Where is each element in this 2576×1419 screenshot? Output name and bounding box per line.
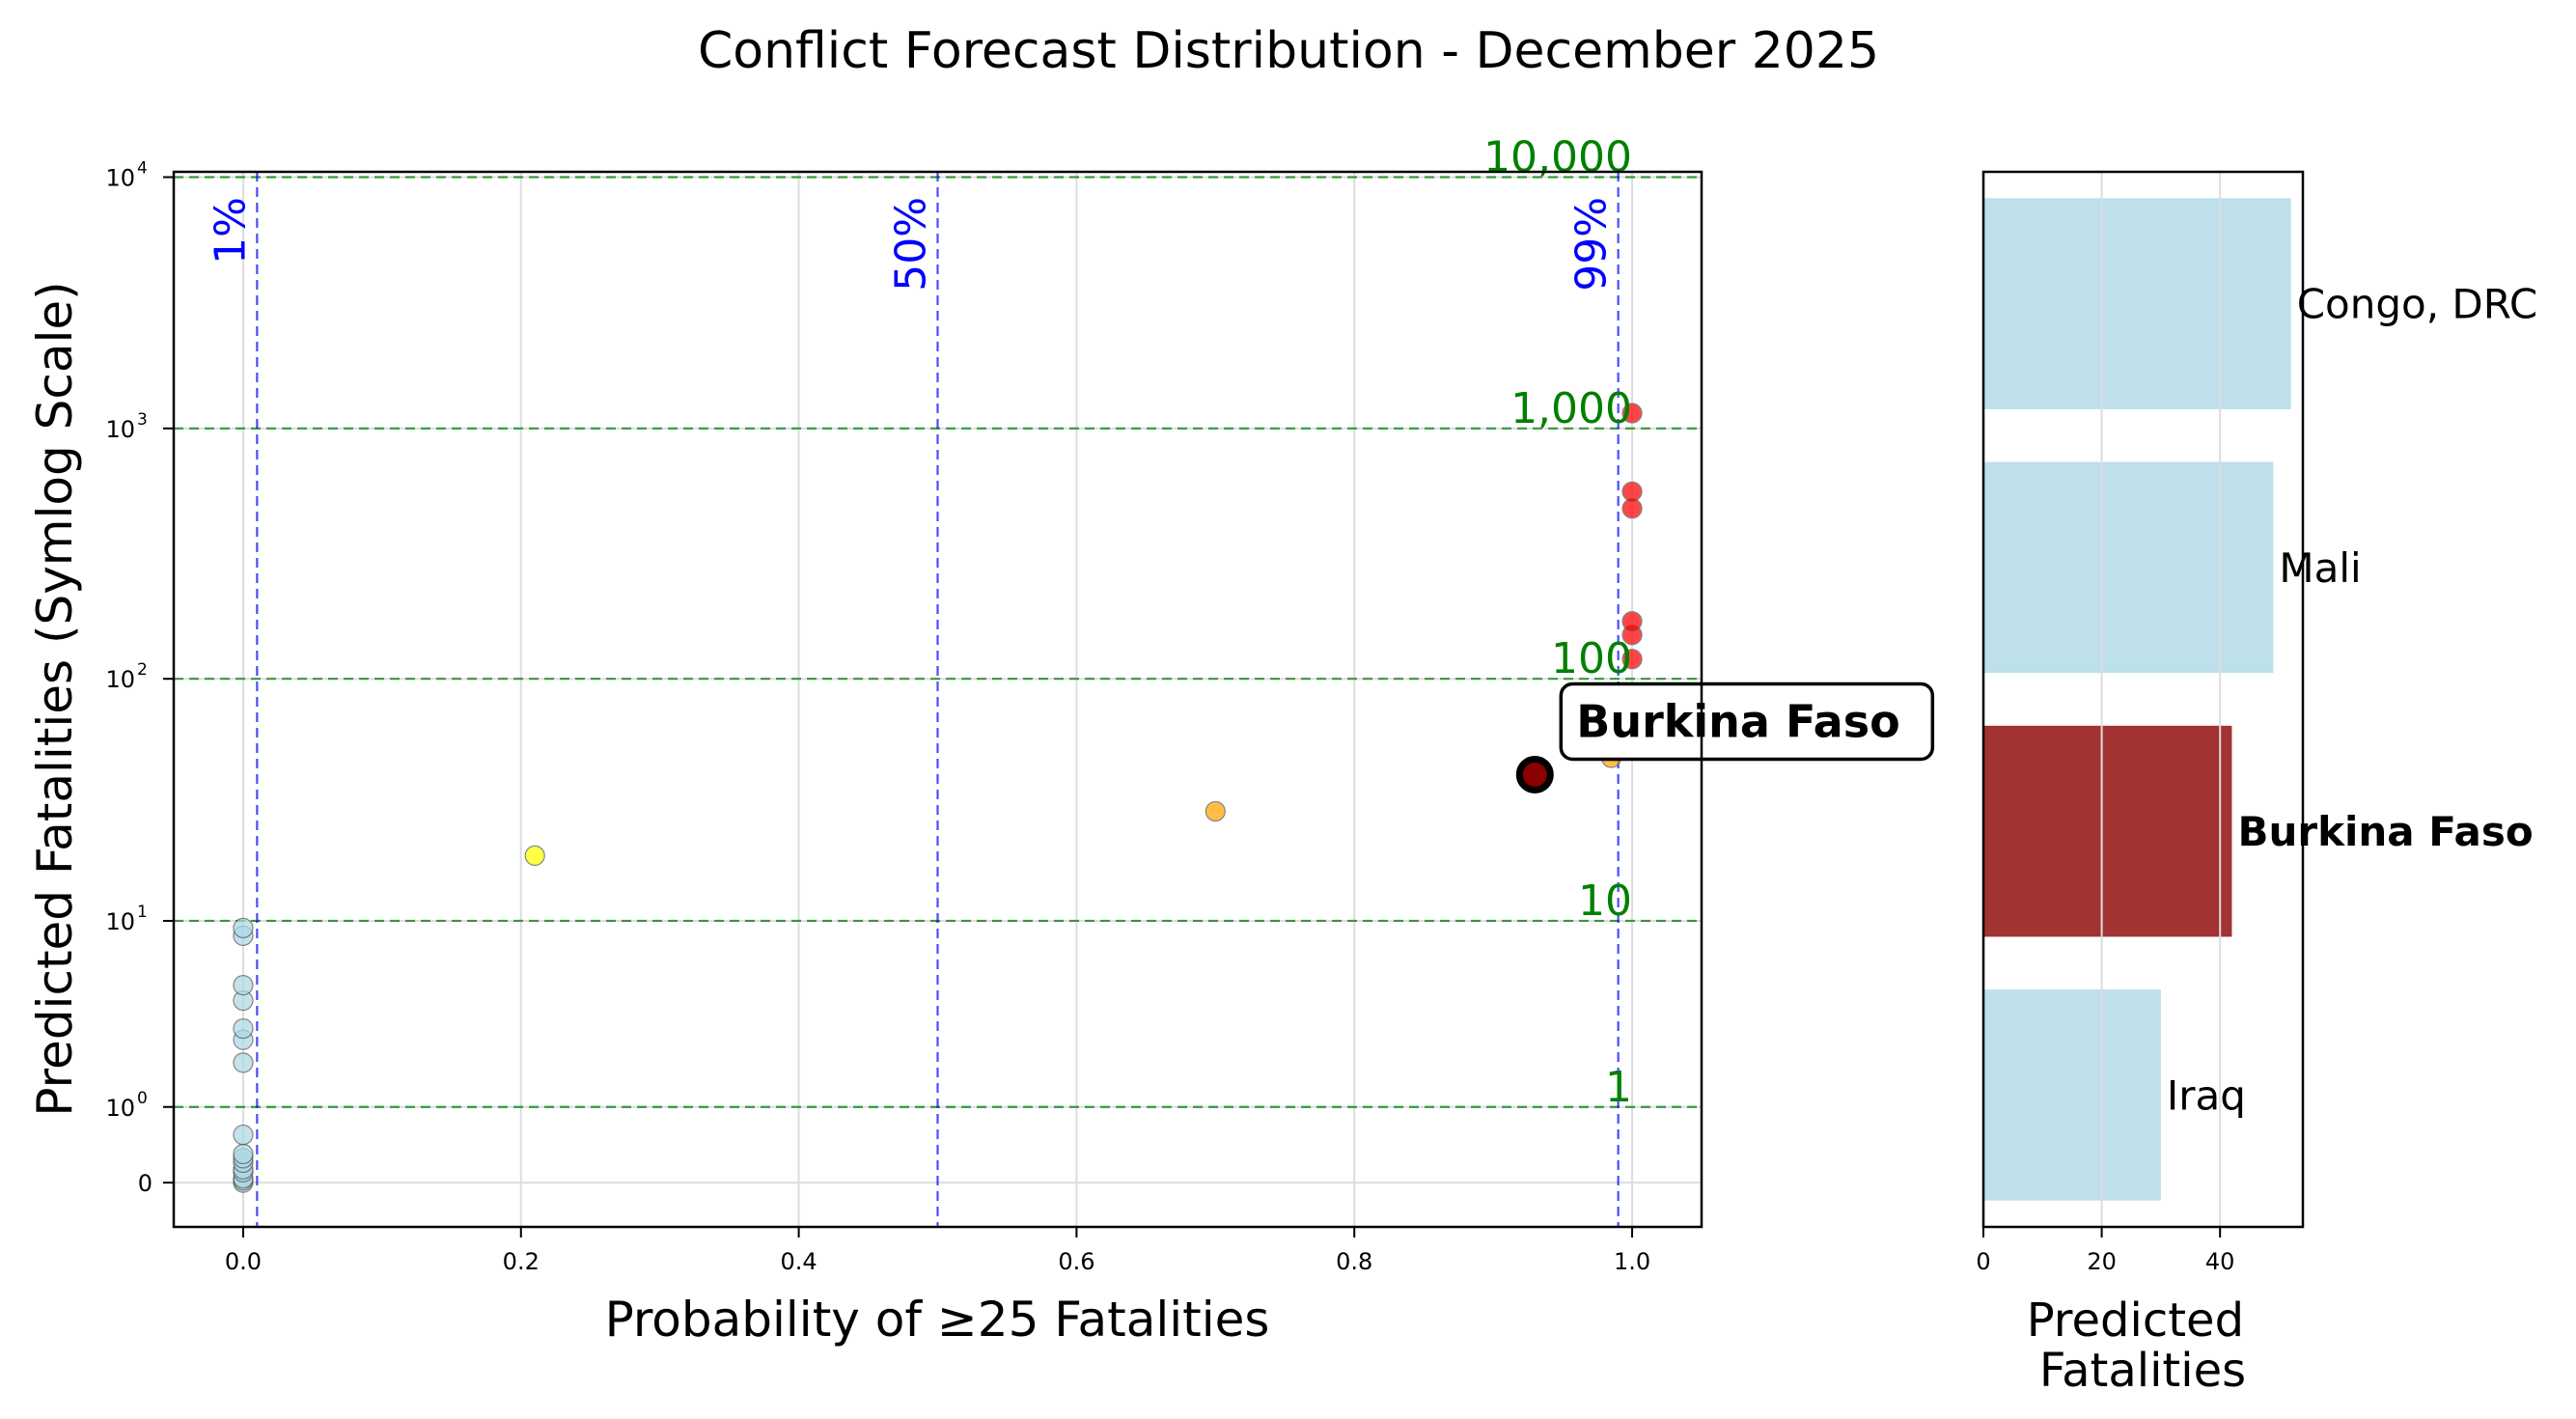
x-tick-label: 0.0	[225, 1248, 262, 1275]
bar-category-label: Iraq	[2167, 1071, 2246, 1119]
data-point-low	[233, 1124, 254, 1146]
fatality-line-label: 100	[1551, 634, 1632, 683]
figure-title: Conflict Forecast Distribution - Decembe…	[698, 22, 1879, 80]
data-point-medium	[524, 845, 545, 866]
data-point-low	[233, 975, 254, 996]
bar	[1983, 725, 2232, 937]
bar-x-tick-label: 20	[2087, 1248, 2117, 1275]
scatter-axes-frame	[172, 170, 1703, 1229]
bar-category-labels: Congo, DRC Mali Burkina Faso Iraq	[2167, 281, 2537, 1120]
y-tick-exponent: 3	[137, 410, 148, 430]
y-tick-exponent: 0	[137, 1089, 148, 1108]
highlight-point	[1515, 755, 1554, 793]
scatter-reference-labels: 1 10 100 1,000 10,000 1% 50% 99%	[206, 133, 1632, 1112]
probability-line-label: 99%	[1567, 197, 1617, 292]
bar-category-label: Burkina Faso	[2237, 808, 2533, 855]
bar-x-ticks: 0 20 40	[1976, 1227, 2234, 1275]
scatter-points	[233, 403, 1643, 1193]
probability-line-label: 50%	[887, 197, 936, 292]
x-tick-label: 1.0	[1614, 1248, 1650, 1275]
y-tick-exponent: 2	[137, 660, 148, 680]
y-tick-label: 10	[105, 165, 135, 192]
highlight-label-box	[1559, 682, 1935, 762]
fatality-line-label: 1,000	[1510, 384, 1632, 433]
data-point-low	[233, 1052, 254, 1073]
y-tick-label: 10	[105, 908, 135, 935]
x-tick-label: 0.6	[1058, 1248, 1094, 1275]
bar-axes-frame	[1981, 170, 2305, 1229]
y-tick-label: 10	[105, 666, 135, 693]
bar	[1983, 461, 2274, 674]
scatter-y-axis-label: Predicted Fatalities (Symlog Scale)	[27, 281, 83, 1116]
bar-x-tick-label: 0	[1976, 1248, 1990, 1275]
data-point-very-high	[1621, 481, 1643, 502]
probability-line-label: 1%	[206, 197, 255, 264]
bar-x-axis-label: Predicted Fatalities	[2027, 1294, 2259, 1398]
fatality-line-label: 10	[1578, 876, 1632, 926]
x-tick-label: 0.4	[781, 1248, 817, 1275]
bar	[1983, 198, 2291, 409]
y-tick-label: 0	[138, 1170, 152, 1197]
x-tick-label: 0.8	[1336, 1248, 1372, 1275]
y-tick-exponent: 1	[137, 903, 148, 922]
data-point-very-high	[1621, 403, 1643, 424]
scatter-x-ticks: 0.0 0.2 0.4 0.6 0.8 1.0	[225, 1227, 1650, 1275]
data-point-low	[233, 917, 254, 938]
bar-category-label: Mali	[2279, 544, 2361, 592]
data-point-very-high	[1621, 611, 1643, 632]
bar-x-axis-label-line-2: Fatalities	[2039, 1344, 2246, 1398]
bar-x-axis-label-line-1: Predicted	[2027, 1294, 2244, 1348]
y-tick-exponent: 4	[137, 159, 148, 179]
fatality-line-label: 1	[1605, 1063, 1632, 1112]
bar-x-tick-label: 40	[2205, 1248, 2235, 1275]
x-tick-label: 0.2	[503, 1248, 540, 1275]
fatality-line-label: 10,000	[1483, 133, 1632, 182]
data-point-low	[233, 1017, 254, 1040]
y-tick-label: 10	[105, 416, 135, 443]
data-point-high	[1205, 800, 1226, 822]
data-point-very-high	[1621, 649, 1643, 670]
bar-series	[1983, 198, 2291, 1201]
bar-panel: Congo, DRC Mali Burkina Faso Iraq 0 20 40 Pre…	[1976, 170, 2537, 1398]
bar	[1983, 989, 2161, 1201]
y-tick-label: 10	[105, 1095, 135, 1122]
highlight-label: Burkina Faso	[1576, 695, 1899, 747]
bar-category-label: Congo, DRC	[2297, 281, 2537, 328]
highlight-group: Burkina Faso	[1515, 682, 1935, 793]
scatter-x-axis-label: Probability of ≥25 Fatalities	[605, 1292, 1270, 1348]
data-point-low	[233, 1143, 254, 1165]
